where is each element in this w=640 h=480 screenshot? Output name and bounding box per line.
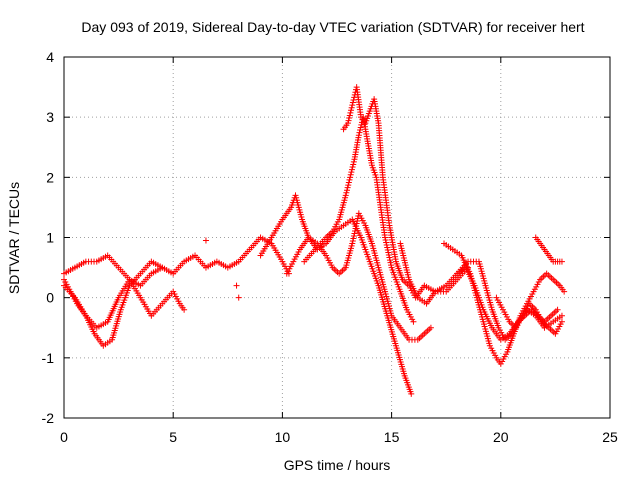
x-tick-label: 25 (602, 429, 618, 445)
series-track-4 (257, 192, 415, 397)
series-track-9 (441, 240, 568, 367)
grid (64, 57, 610, 418)
data-series (61, 84, 568, 397)
x-tick-label: 5 (169, 429, 177, 445)
y-tick-label: 1 (46, 230, 54, 246)
y-tick-label: 3 (46, 109, 54, 125)
x-tick-label: 10 (275, 429, 291, 445)
y-tick-label: 2 (46, 169, 54, 185)
series-track-11 (532, 234, 565, 265)
x-tick-label: 0 (60, 429, 68, 445)
x-axis-label: GPS time / hours (284, 457, 391, 473)
series-outliers (202, 237, 242, 301)
y-tick-label: -2 (42, 410, 55, 426)
y-tick-label: -1 (42, 350, 55, 366)
series-track-2 (61, 276, 188, 331)
axis-ticks: 0 5 10 15 20 25 -2 -1 0 1 2 3 4 (42, 49, 618, 445)
series-track-5 (283, 210, 434, 343)
series-track-6 (301, 114, 417, 325)
series-track-3 (61, 252, 166, 289)
series-track-1 (61, 234, 292, 349)
y-tick-label: 0 (46, 290, 54, 306)
x-tick-label: 15 (384, 429, 400, 445)
y-tick-label: 4 (46, 49, 54, 65)
x-tick-label: 20 (493, 429, 509, 445)
y-axis-label: SDTVAR / TECUs (6, 182, 22, 294)
chart-title: Day 093 of 2019, Sidereal Day-to-day VTE… (81, 19, 584, 35)
series-track-12 (493, 294, 565, 337)
